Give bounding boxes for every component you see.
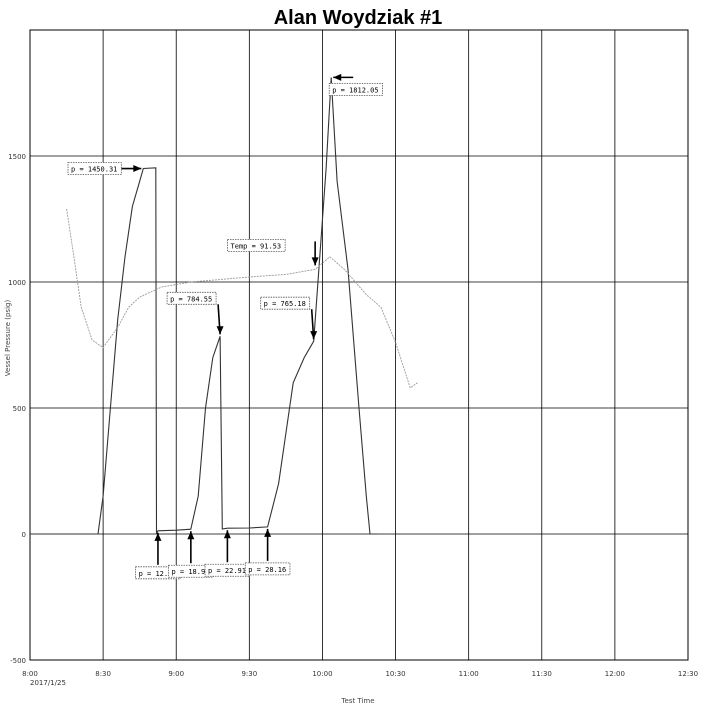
annotation-label: p = 12.64 (139, 570, 177, 578)
annotation-arrow-head (223, 530, 231, 539)
axis-tick-labels: 8:00 8:30 9:00 9:30 10:00 10:30 11:00 11:30 12:0… (8, 153, 698, 678)
x-tick-label: 9:30 (241, 670, 257, 678)
annotation-arrow-head (154, 532, 162, 541)
temperature-line (66, 208, 418, 389)
y-tick-label: 1000 (8, 279, 26, 287)
annotation-label: Temp = 91.53 (231, 242, 282, 250)
annotation-label: p = 22.91 (208, 567, 246, 575)
annotation-box (244, 562, 291, 576)
series-lines (30, 77, 418, 535)
x-axis-date-label: 2017/1/25 (30, 679, 66, 687)
chart-title: Alan Woydziak #1 (274, 7, 443, 29)
x-tick-label: 11:30 (532, 670, 552, 678)
y-tick-label: 1500 (8, 153, 26, 161)
annotation-arrow-head (264, 528, 272, 537)
y-tick-label: -500 (10, 657, 26, 665)
annotation-box (166, 291, 217, 305)
annotation-label: p = 765.18 (264, 300, 306, 308)
grid-lines (29, 29, 689, 661)
x-tick-label: 8:00 (22, 670, 38, 678)
annotation-label: p = 784.55 (170, 295, 212, 303)
x-axis-label: Test Time (340, 697, 374, 705)
annotation-label: p = 28.16 (248, 566, 286, 574)
annotation-label: p = 18.97 (171, 568, 209, 576)
annotation-arrow-head (311, 257, 319, 266)
annotation-label: p = 1450.31 (71, 166, 117, 174)
annotation-arrow-head (187, 531, 195, 540)
x-tick-label: 10:30 (385, 670, 405, 678)
annotations: p = 1450.31 Temp = 91.53 p = 1812.05 p = 78… (67, 73, 383, 580)
x-tick-label: 11:00 (459, 670, 479, 678)
x-tick-label: 10:00 (312, 670, 332, 678)
annotation-label: p = 1812.05 (332, 86, 378, 94)
x-tick-label: 12:00 (605, 670, 625, 678)
annotation-arrow-head (310, 331, 318, 340)
annotation-box (67, 162, 122, 175)
y-axis-label: Vessel Pressure (psig) (4, 300, 12, 377)
x-tick-label: 8:30 (95, 670, 111, 678)
x-tick-label: 12:30 (678, 670, 698, 678)
annotation-box (260, 296, 311, 310)
plot-frame (29, 29, 689, 661)
y-tick-label: 500 (13, 405, 26, 413)
x-tick-label: 9:00 (168, 670, 184, 678)
annotation-arrow-head (333, 73, 342, 81)
pressure-line (30, 77, 378, 535)
annotation-arrow-head (133, 165, 142, 173)
annotation-box (227, 238, 286, 252)
annotation-arrow-head (216, 326, 224, 335)
annotation-box (328, 82, 383, 96)
y-tick-label: 0 (22, 531, 26, 539)
